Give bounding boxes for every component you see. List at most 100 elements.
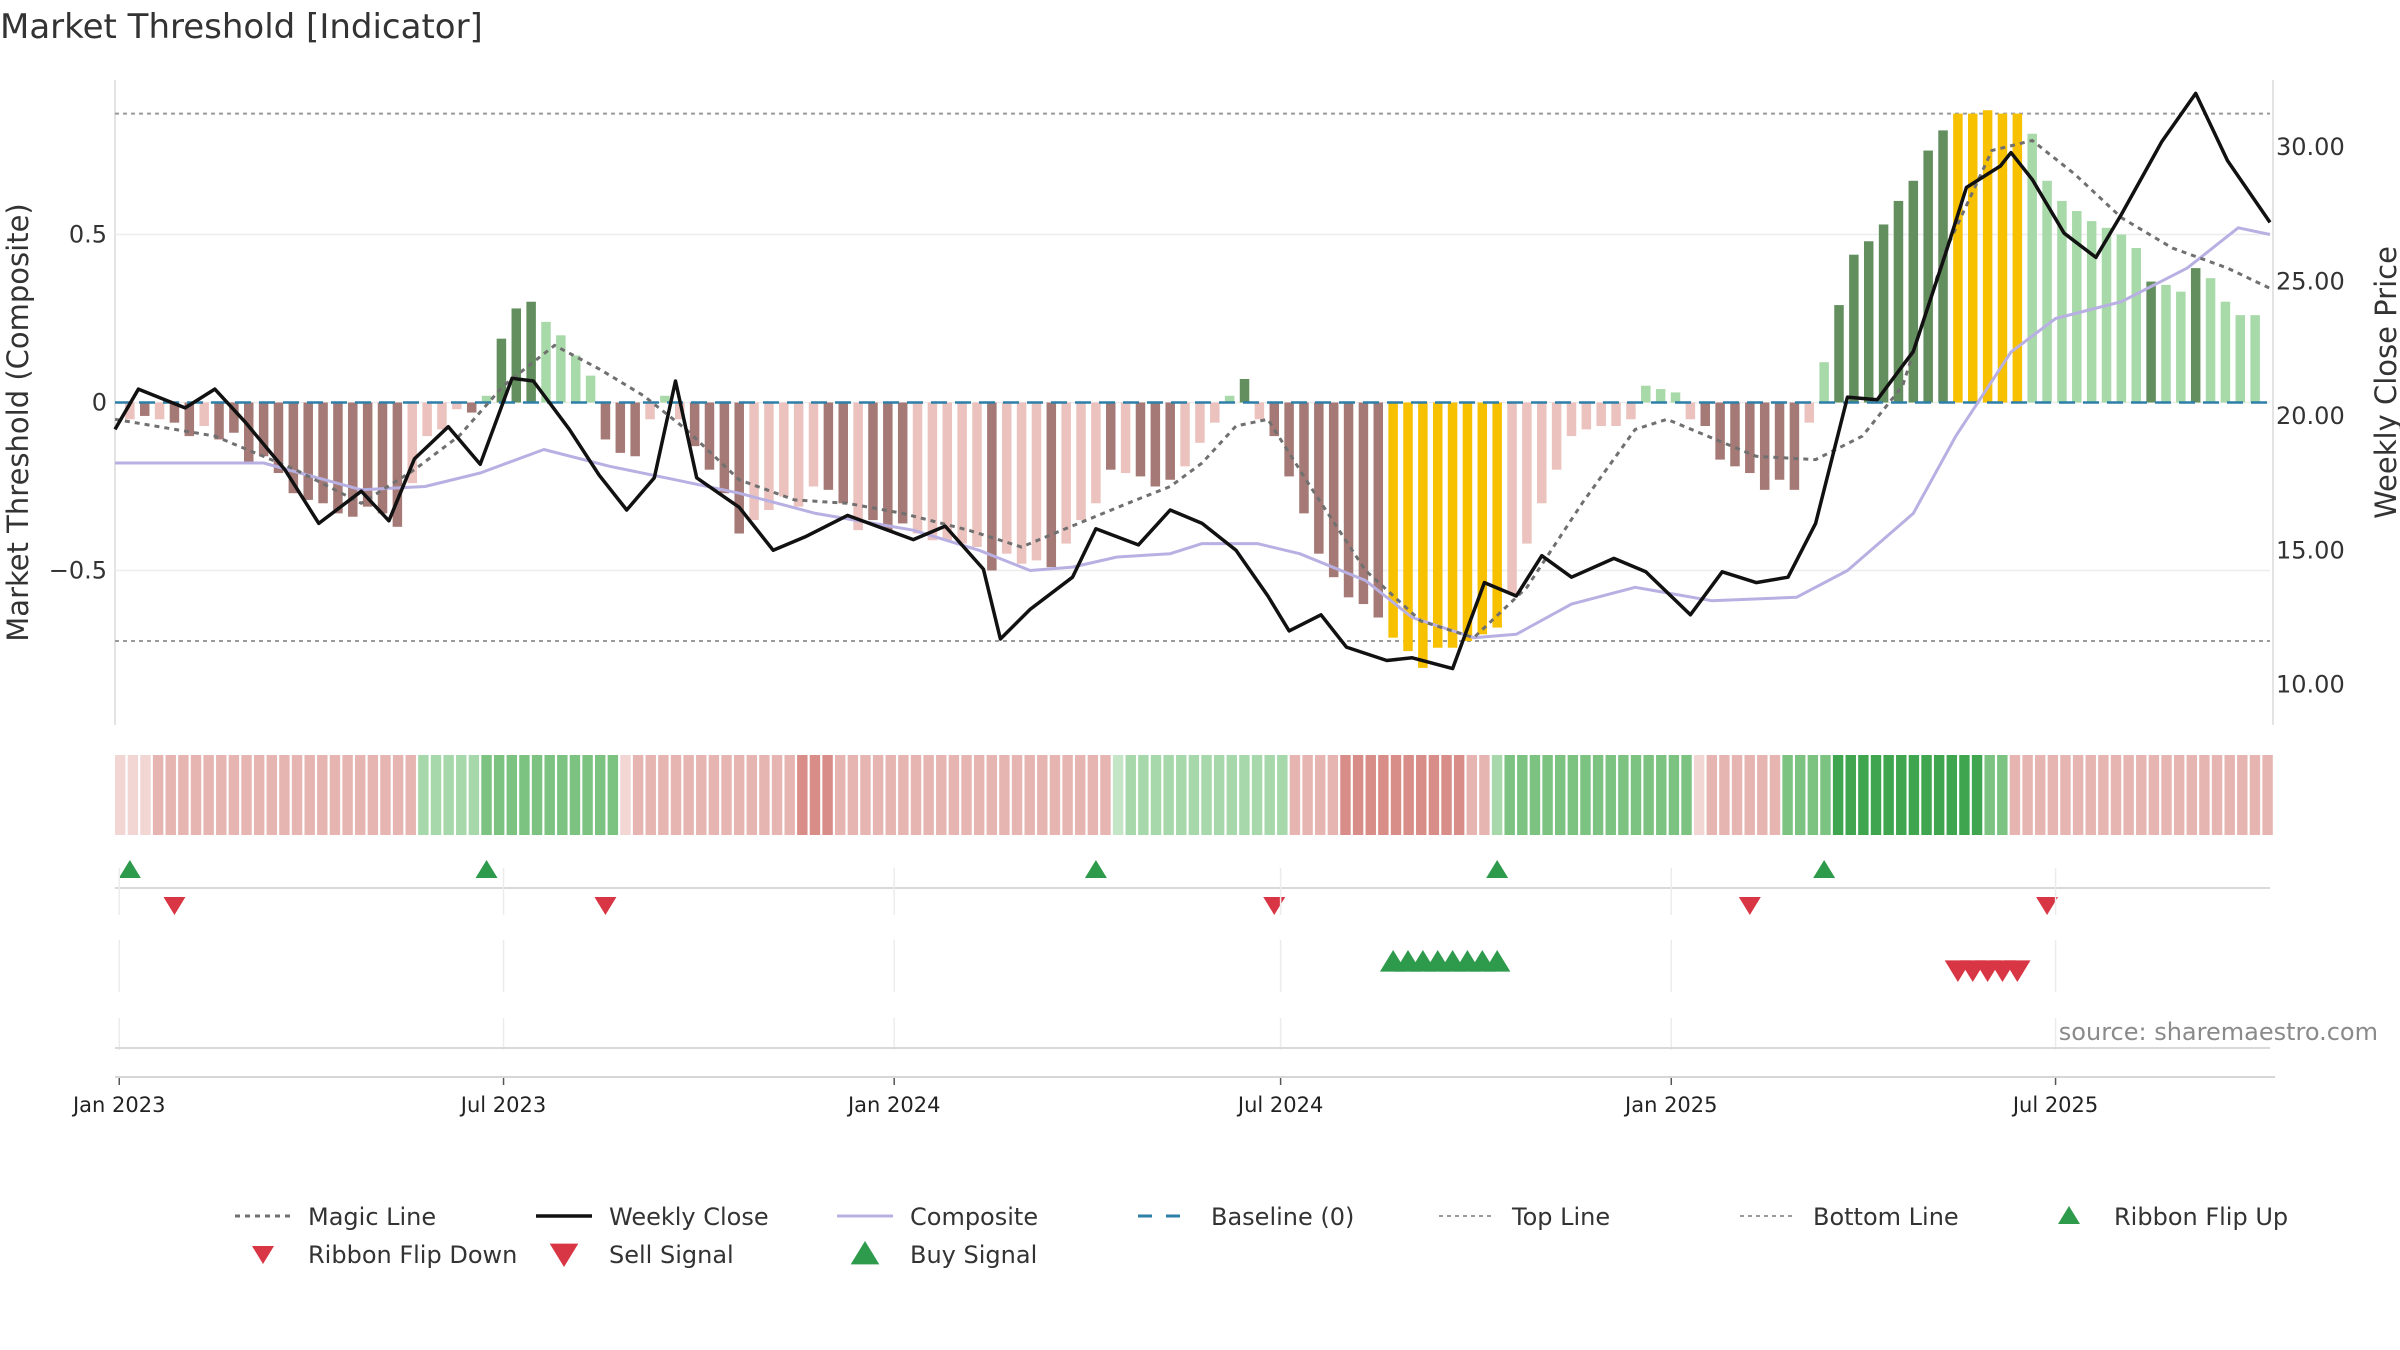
composite-bar <box>288 402 299 494</box>
legend-swatch <box>850 1241 880 1265</box>
composite-bar <box>1343 402 1354 598</box>
ribbon-cell <box>809 755 821 835</box>
ribbon-cell <box>1466 755 1478 835</box>
composite-bar <box>689 402 700 447</box>
ribbon-cell <box>1239 755 1250 835</box>
composite-bar <box>362 402 373 507</box>
ribbon-flip-down-marker <box>2036 897 2059 915</box>
composite-bar <box>2116 234 2127 403</box>
composite-bar <box>407 402 417 484</box>
composite-bar <box>897 402 908 524</box>
chart-title: Market Threshold [Indicator] <box>0 7 483 47</box>
legend-item: Bottom Line <box>1740 1203 1959 1231</box>
ribbon-cell <box>1529 755 1541 835</box>
composite-bar <box>1893 200 1904 403</box>
composite-bar <box>600 402 611 440</box>
legend-item: Weekly Close <box>536 1203 769 1231</box>
ribbon-cell <box>1112 755 1124 835</box>
ribbon-cell <box>2035 755 2046 835</box>
composite-bar <box>2176 291 2186 403</box>
composite-bar <box>1774 402 1785 480</box>
ribbon-cell <box>721 755 732 835</box>
composite-bar <box>615 402 626 453</box>
ribbon-cell <box>784 755 795 835</box>
ribbon-cell <box>1706 755 1718 835</box>
ribbon-cell <box>733 755 745 835</box>
composite-bar <box>2086 221 2097 403</box>
composite-bar <box>808 402 819 487</box>
ribbon-cell <box>1681 755 1692 835</box>
x-tick-label: Jan 2024 <box>846 1093 941 1117</box>
composite-bar <box>2235 315 2246 403</box>
composite-bar <box>2250 315 2260 403</box>
composite-bar <box>1878 224 1889 403</box>
composite-bar <box>1120 402 1131 474</box>
ribbon-cell <box>544 755 555 835</box>
composite-bar <box>1254 402 1265 420</box>
composite-bar <box>1358 402 1369 605</box>
ribbon-cell <box>1795 755 1806 835</box>
ribbon-cell <box>1378 755 1389 835</box>
composite-bar <box>1031 402 1042 561</box>
composite-bar <box>2101 227 2112 403</box>
composite-bar <box>199 402 209 427</box>
composite-bar <box>1581 402 1592 430</box>
ribbon-cell <box>1163 755 1174 835</box>
ribbon-cell <box>1959 755 1970 835</box>
composite-bar <box>1804 402 1815 423</box>
y-right-tick-label: 20.00 <box>2276 402 2345 430</box>
ribbon-cell <box>2211 755 2223 835</box>
composite-bar <box>734 402 744 534</box>
ribbon-cell <box>1138 755 1149 835</box>
composite-bar <box>853 402 863 531</box>
ribbon-cell <box>771 755 783 835</box>
ribbon-cell <box>342 755 353 835</box>
ribbon-cell <box>392 755 404 835</box>
composite-bar <box>511 308 522 403</box>
ribbon-cell <box>1567 755 1579 835</box>
ribbon-cell <box>607 755 619 835</box>
composite-bar <box>1641 385 1651 403</box>
ribbon-flip-down-marker <box>1738 897 1761 915</box>
composite-bar <box>1418 402 1428 668</box>
composite-bar <box>1061 402 1071 544</box>
ribbon-cell <box>1744 755 1755 835</box>
ribbon-cell <box>1971 755 1983 835</box>
ribbon-cell <box>1555 755 1566 835</box>
y-right-tick-label: 10.00 <box>2276 671 2345 699</box>
composite-bar <box>496 338 507 403</box>
ribbon-cell <box>531 755 543 835</box>
ribbon-cell <box>2085 755 2096 835</box>
ribbon-cell <box>1504 755 1515 835</box>
composite-bar <box>184 402 195 437</box>
ribbon-cell <box>2262 755 2273 835</box>
ribbon-cell <box>1075 755 1086 835</box>
x-axis: Jan 2023 Jul 2023 Jan 2024 Jul 2024 Jan 2025… <box>71 1076 2275 1117</box>
ribbon-flip-up-marker <box>475 860 498 878</box>
composite-bar <box>1923 150 1933 403</box>
weekly-close-line <box>113 91 2272 671</box>
composite-bar <box>1789 402 1800 490</box>
ribbon-cell <box>696 755 707 835</box>
ribbon-cell <box>1201 755 1212 835</box>
composite-bar <box>719 402 730 494</box>
ribbon-cell <box>1441 755 1452 835</box>
ribbon-flip-up-marker <box>1084 860 1107 878</box>
composite-bar <box>1596 402 1606 427</box>
ribbon-cell <box>2047 755 2059 835</box>
legend-label: Buy Signal <box>910 1241 1037 1269</box>
legend-label: Top Line <box>1511 1203 1610 1231</box>
composite-bar <box>957 402 967 544</box>
legend-item: Buy Signal <box>850 1241 1037 1269</box>
composite-bar <box>169 402 180 423</box>
ribbon-cell <box>1517 755 1528 835</box>
composite-bar <box>630 402 640 457</box>
composite-bar <box>1626 402 1636 420</box>
buy-signal-marker <box>1483 950 1511 972</box>
ribbon-cell <box>1011 755 1023 835</box>
composite-bar <box>437 402 447 430</box>
composite-bar <box>1001 402 1012 554</box>
x-tick-label: Jul 2024 <box>1236 1093 1323 1117</box>
composite-bar <box>1076 402 1086 521</box>
composite-bar <box>1968 113 1978 403</box>
